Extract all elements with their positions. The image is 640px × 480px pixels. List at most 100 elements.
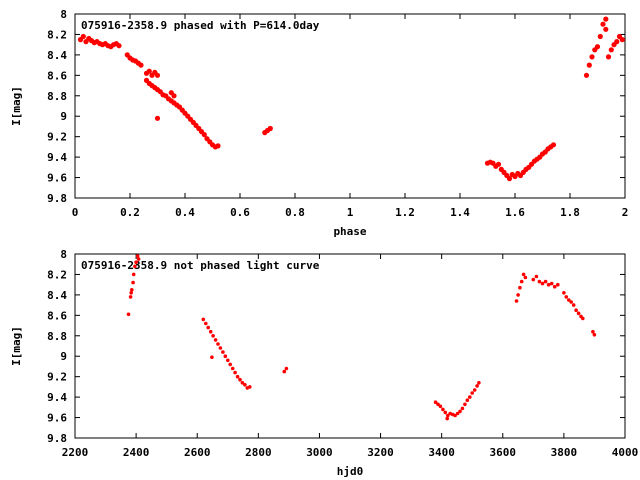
data-point [226, 358, 230, 363]
data-point [204, 321, 208, 326]
y-tick-label: 8 [60, 248, 67, 261]
data-point [552, 284, 557, 289]
y-tick-label: 9.8 [47, 192, 67, 205]
data-point [472, 388, 477, 392]
x-tick-label: 3000 [306, 446, 333, 459]
data-point [603, 16, 609, 22]
data-point [154, 115, 161, 121]
data-point [243, 383, 247, 387]
data-point [201, 317, 206, 322]
y-tick-label: 8.6 [47, 69, 67, 82]
data-point [116, 43, 122, 49]
data-point [468, 395, 472, 399]
y-tick-label: 8 [60, 8, 67, 21]
data-point [131, 280, 135, 285]
chart-title: 075916-2358.9 not phased light curve [81, 259, 320, 272]
data-point [128, 295, 133, 299]
y-tick-label: 9.6 [47, 172, 67, 185]
data-point [465, 398, 470, 403]
data-point [240, 381, 245, 385]
data-point [443, 410, 448, 415]
data-point [211, 334, 215, 338]
data-point [516, 293, 520, 297]
data-point [134, 260, 138, 265]
x-tick-label: 1 [347, 206, 354, 219]
data-point [216, 342, 220, 346]
x-tick-label: 3200 [367, 446, 394, 459]
data-point [592, 333, 597, 337]
data-point [576, 311, 581, 316]
data-point [591, 329, 595, 334]
x-tick-label: 4000 [612, 446, 639, 459]
data-point [581, 316, 585, 321]
data-point [514, 299, 519, 303]
x-tick-label: 2800 [245, 446, 272, 459]
y-tick-label: 9.2 [47, 371, 67, 384]
x-tick-label: 1.8 [560, 206, 580, 219]
chart-title: 075916-2358.9 phased with P=614.0day [81, 19, 320, 32]
data-point [546, 282, 551, 287]
x-axis-label: hjd0 [337, 465, 364, 478]
data-point [556, 282, 560, 287]
data-point [463, 402, 467, 407]
plot-frame [74, 13, 626, 199]
data-point [228, 362, 232, 367]
data-point [470, 391, 475, 395]
data-point [523, 275, 528, 280]
x-tick-label: 1.4 [450, 206, 470, 219]
data-point [540, 281, 545, 286]
data-point [475, 384, 479, 388]
data-point [455, 411, 460, 416]
data-point [131, 272, 136, 277]
data-point [446, 413, 450, 418]
data-point [603, 26, 609, 32]
data-point [248, 385, 252, 389]
data-point [506, 176, 513, 182]
data-point [518, 285, 522, 290]
data-point [433, 400, 438, 405]
data-point [441, 407, 445, 412]
data-point [569, 300, 573, 304]
y-tick-label: 9 [60, 110, 67, 123]
y-tick-label: 9.4 [47, 391, 67, 404]
y-tick-label: 8.4 [47, 289, 67, 302]
data-point [519, 279, 524, 284]
x-tick-label: 3400 [428, 446, 455, 459]
data-point [146, 68, 152, 74]
data-point [543, 279, 548, 284]
data-point [210, 355, 214, 360]
x-tick-label: 0.2 [120, 206, 140, 219]
x-tick-label: 1.6 [505, 206, 525, 219]
x-tick-label: 0.8 [285, 206, 305, 219]
y-tick-label: 8.2 [47, 28, 67, 41]
x-tick-label: 3800 [551, 446, 578, 459]
data-point [477, 381, 481, 385]
data-point [129, 291, 133, 295]
data-point [223, 354, 228, 359]
data-point [521, 272, 526, 277]
data-point [574, 308, 578, 313]
data-point [282, 369, 287, 374]
data-point [495, 161, 502, 167]
data-point [171, 93, 177, 99]
data-point [126, 312, 131, 317]
data-point [549, 281, 554, 286]
data-point [460, 406, 465, 411]
data-point [619, 37, 625, 43]
x-tick-label: 0.4 [175, 206, 195, 219]
unphased-light-curve-chart: 2200 2400 2600 2800 3000 3200 3400 3600 3800 4000… [10, 248, 638, 478]
data-point [154, 72, 161, 78]
phased-light-curve-chart: 0 0.2 0.4 0.6 0.8 1 1.2 1.4 1.6 1.8 2 8 8.2 8.4 8.6 8.8… [10, 8, 628, 238]
data-point [586, 62, 592, 68]
data-point [130, 288, 134, 292]
y-tick-label: 8.4 [47, 49, 67, 62]
data-point [600, 21, 606, 27]
data-point [605, 54, 612, 60]
data-point [571, 303, 576, 307]
x-tick-label: 1.2 [395, 206, 415, 219]
data-point [594, 44, 601, 50]
x-tick-label: 0 [72, 206, 79, 219]
data-point [445, 416, 450, 421]
data-point [589, 54, 595, 60]
data-point [235, 374, 240, 379]
